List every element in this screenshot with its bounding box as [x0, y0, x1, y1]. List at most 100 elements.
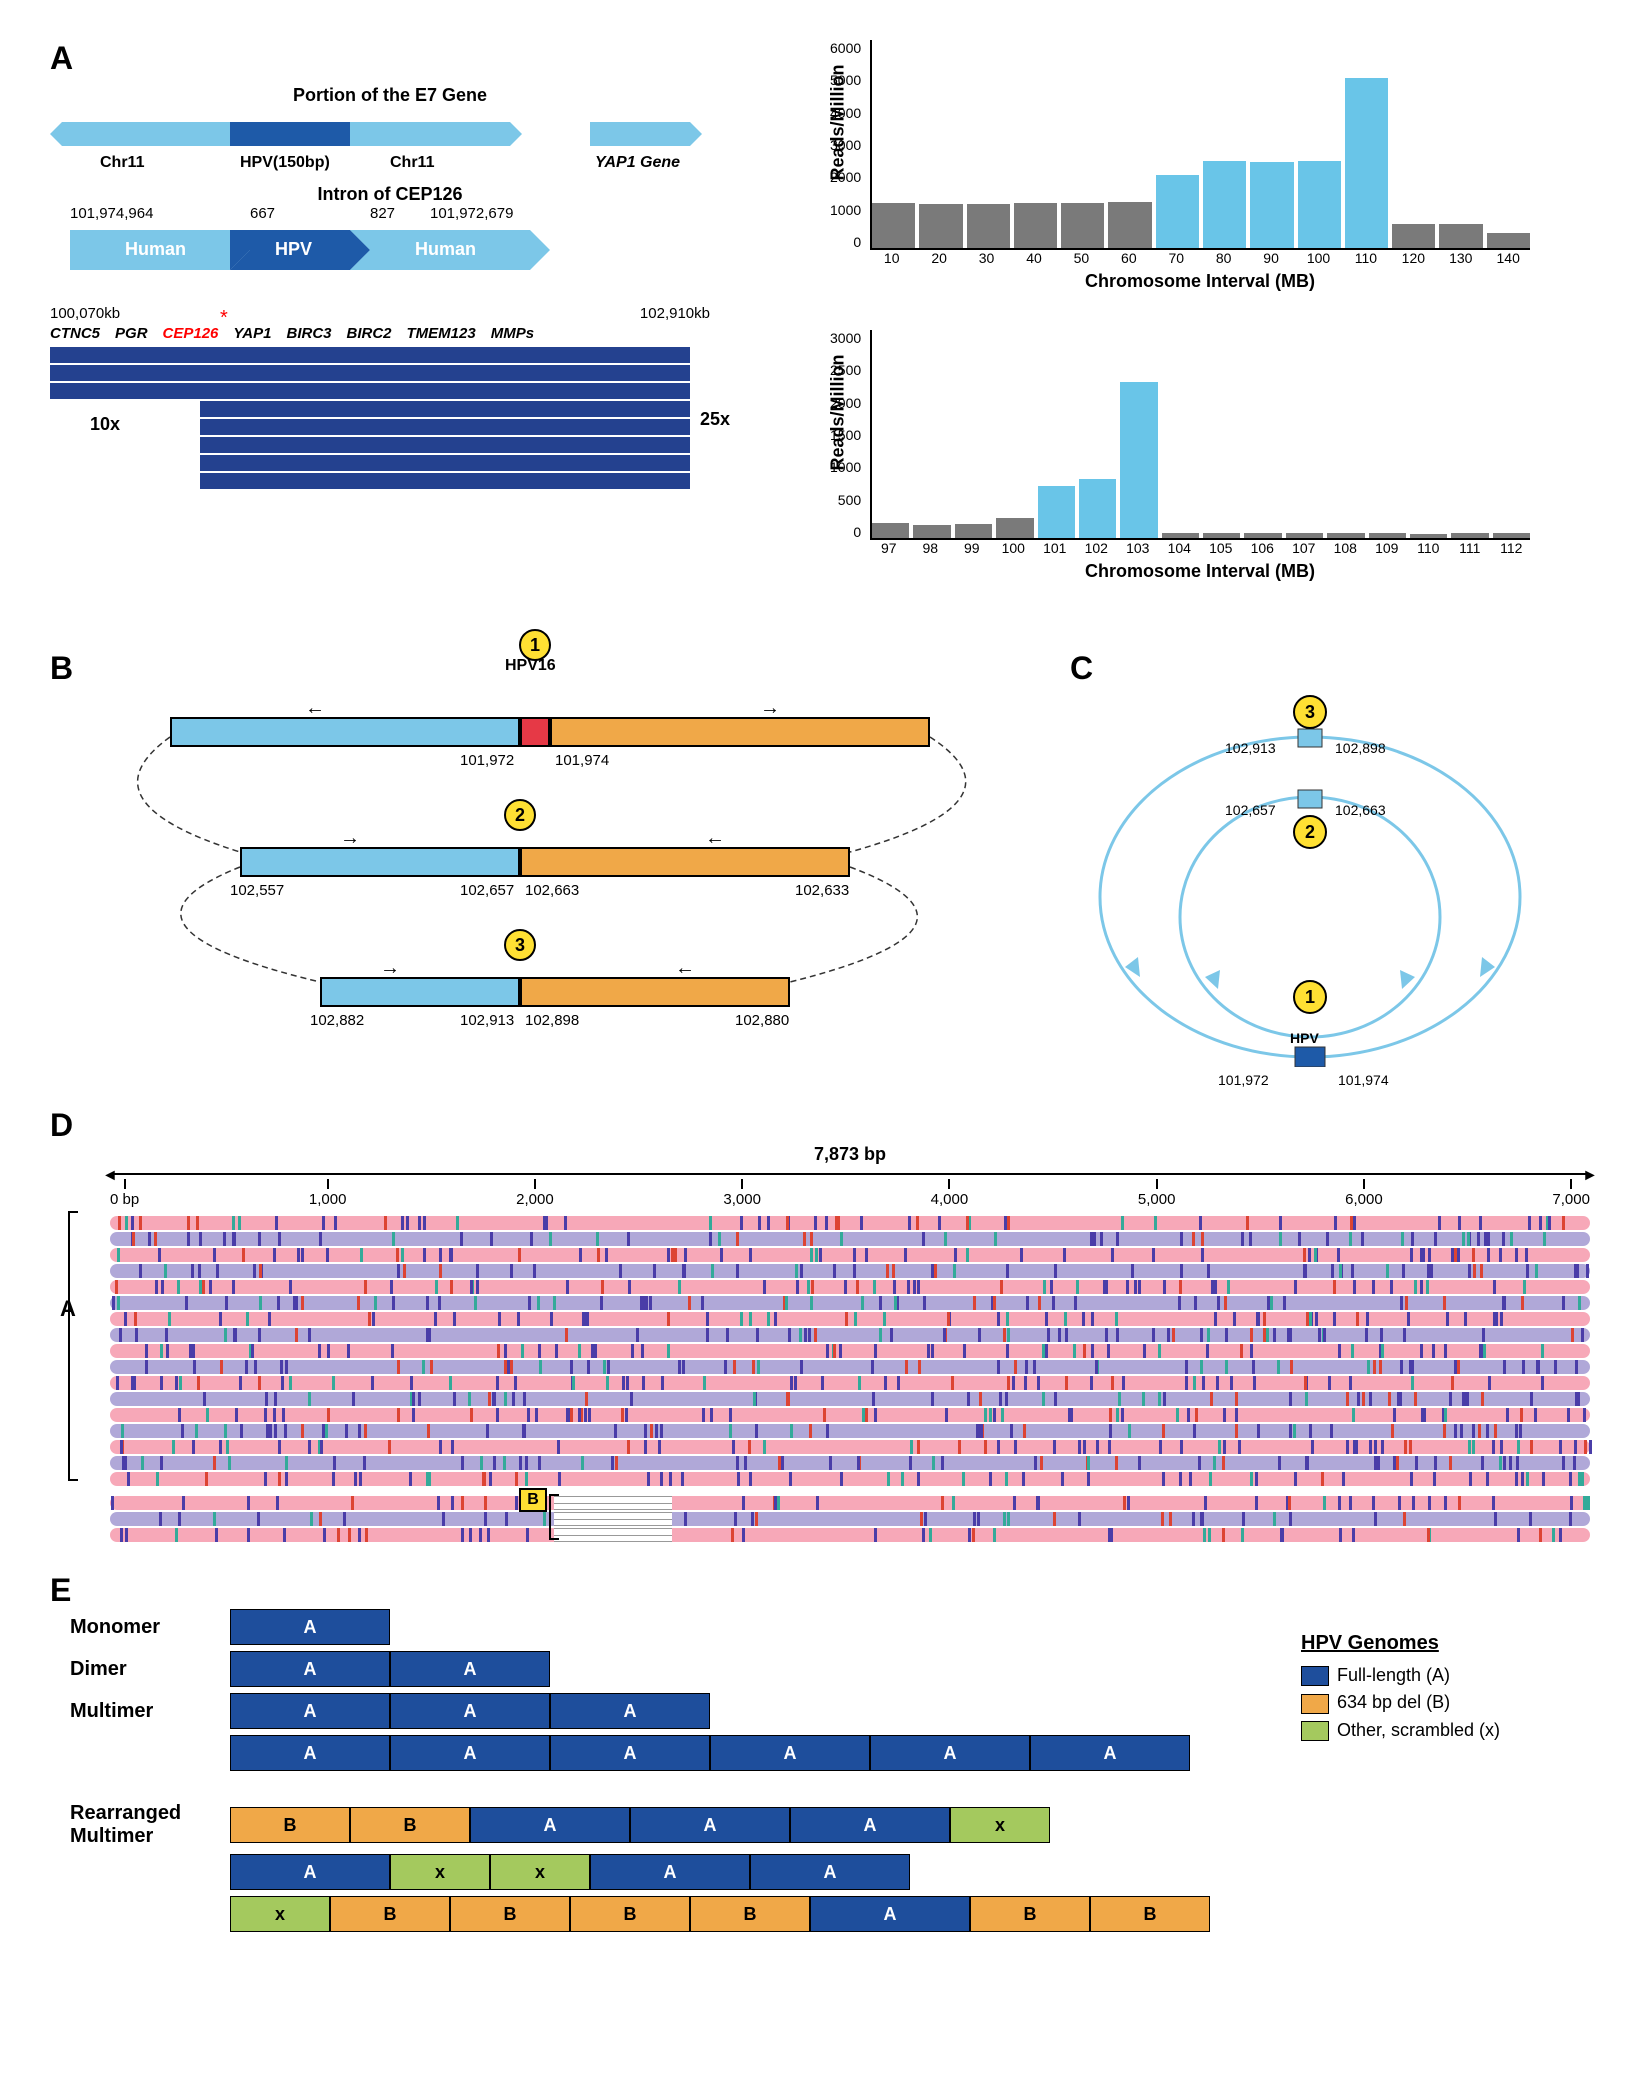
panel-d: D 7,873 bp ◄ ► 0 bp1,0002,0003,0004,0005… [50, 1107, 1601, 1542]
chr11-right: Chr11 [390, 154, 434, 172]
svg-text:1: 1 [1305, 987, 1315, 1007]
genome-block-A: A [230, 1693, 390, 1729]
genome-block-B: B [330, 1896, 450, 1932]
coord-right: 101,972,679 [430, 205, 513, 222]
panel-e-legend: HPV Genomes Full-length (A)634 bp del (B… [1301, 1572, 1601, 1938]
chart-bar [1014, 203, 1057, 248]
genome-block-B: B [570, 1896, 690, 1932]
genome-block-A: A [550, 1735, 710, 1771]
rearranged-row: xBBBBABB [70, 1896, 1241, 1932]
chart-bar [996, 518, 1033, 538]
genome-block-B: B [450, 1896, 570, 1932]
svg-text:3: 3 [1305, 702, 1315, 722]
intron-title: Intron of CEP126 [50, 184, 730, 205]
chart-bar [919, 204, 962, 248]
read-track-a [110, 1232, 1590, 1246]
gene-pgr: PGR [115, 325, 148, 342]
read-track-b [110, 1528, 1590, 1542]
genome-block-A: A [870, 1735, 1030, 1771]
svg-text:Human: Human [125, 239, 186, 259]
read-track-a [110, 1328, 1590, 1342]
multimer-row: DimerAA [70, 1651, 1241, 1687]
yap1-gene-label: YAP1 Gene [595, 154, 680, 172]
chart-bar [967, 204, 1010, 248]
multimer-row: AAAAAA [70, 1735, 1241, 1771]
read-track-a [110, 1376, 1590, 1390]
genome-block-A: A [710, 1735, 870, 1771]
genome-block-A: A [550, 1693, 710, 1729]
bp-left: 667 [250, 205, 275, 222]
genome-block-A: A [590, 1854, 750, 1890]
legend-item: Full-length (A) [1301, 1665, 1601, 1686]
genome-block-A: A [390, 1735, 550, 1771]
chart-bar [1120, 382, 1157, 538]
copy-10x: 10x [90, 414, 120, 435]
multimer-row: MultimerAAA [70, 1693, 1241, 1729]
chart-bar [1250, 162, 1293, 248]
fusion-row-2: 2 102,657 102,663 102,557 102,633 → ← [110, 817, 1030, 907]
gene-cep126: CEP126 [163, 325, 219, 342]
read-track-b [110, 1496, 1590, 1510]
read-track-a [110, 1344, 1590, 1358]
genome-block-A: A [230, 1735, 390, 1771]
genome-block-x: x [490, 1854, 590, 1890]
read-track-a [110, 1440, 1590, 1454]
chart-bar [872, 523, 909, 538]
read-track-a [110, 1392, 1590, 1406]
genome-block-x: x [230, 1896, 330, 1932]
chart-bar [1203, 161, 1246, 248]
chart-2: Reads/Million 050010001500200025003000 9… [790, 330, 1530, 590]
chr11-left: Chr11 [100, 154, 144, 172]
gene-tmem123: TMEM123 [407, 325, 476, 342]
chart-bar [1487, 233, 1530, 248]
genome-block-A: A [390, 1651, 550, 1687]
svg-text:HPV: HPV [275, 239, 312, 259]
multimer-row: MonomerA [70, 1609, 1241, 1645]
chart-bar [1156, 175, 1199, 249]
chart-bar [1327, 533, 1364, 538]
rearranged-row: Rearranged MultimerBBAAAx [70, 1802, 1241, 1848]
gene-list: * CTNC5PGRCEP126YAP1BIRC3BIRC2TMEM123MMP… [50, 325, 730, 343]
chart-bar [913, 525, 950, 538]
schematic-1 [50, 114, 730, 154]
fusion-row-1: HPV16 1 101,972 101,974 ← → [110, 687, 1030, 777]
coverage-bars [50, 347, 730, 489]
region-start: 100,070kb [50, 305, 120, 322]
genome-block-B: B [1090, 1896, 1210, 1932]
chart-bar [1038, 486, 1075, 538]
genome-block-A: A [750, 1854, 910, 1890]
chart-bar [872, 203, 915, 248]
genome-block-B: B [350, 1807, 470, 1843]
region-end: 102,910kb [640, 305, 710, 322]
chart-bar [1244, 533, 1281, 538]
genome-block-A: A [790, 1807, 950, 1843]
read-track-a [110, 1456, 1590, 1470]
chart-bar [1298, 161, 1341, 248]
chart-bar [1203, 533, 1240, 538]
chart-bar [1162, 533, 1199, 538]
panel-bc-row: B HPV16 1 101,972 101,974 ← → 2 102,657 … [50, 650, 1601, 1077]
coord-left: 101,974,964 [70, 205, 153, 222]
group-b-label: B [519, 1488, 547, 1512]
gene-ctnc5: CTNC5 [50, 325, 100, 342]
chart-bar [1345, 78, 1388, 248]
chart-bar [1410, 534, 1447, 538]
read-track-a [110, 1312, 1590, 1326]
chart-bar [1369, 533, 1406, 538]
legend-item: 634 bp del (B) [1301, 1692, 1601, 1713]
genome-block-A: A [390, 1693, 550, 1729]
read-track-a [110, 1408, 1590, 1422]
gene-yap1: YAP1 [233, 325, 271, 342]
chart-bar [955, 524, 992, 538]
chart-bar [1108, 202, 1151, 248]
read-track-a [110, 1424, 1590, 1438]
schematic-2: Human HPV Human [50, 225, 600, 275]
panel-a-letter: A [50, 40, 730, 77]
chart-bar [1286, 533, 1323, 538]
panel-a: A Portion of the E7 Gene Chr11 HPV(150bp… [50, 40, 1601, 620]
read-track-a [110, 1472, 1590, 1486]
gene-birc2: BIRC2 [347, 325, 392, 342]
genome-block-A: A [230, 1854, 390, 1890]
chart-bar [1493, 533, 1530, 538]
chart-1: Reads/Million 0100020003000400050006000 … [790, 40, 1530, 300]
